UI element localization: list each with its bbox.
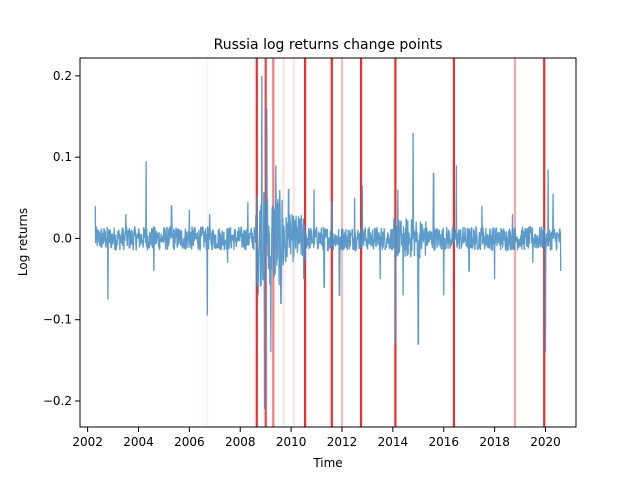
x-tick-label: 2018 [479,435,510,449]
x-tick-label: 2016 [428,435,459,449]
y-axis: −0.2 −0.1 0.0 0.1 0.2 [43,69,80,408]
series-line [94,75,562,410]
x-tick-label: 2002 [72,435,103,449]
x-tick-label: 2010 [276,435,307,449]
chart-title: Russia log returns change points [214,37,443,53]
x-tick-label: 2008 [225,435,256,449]
y-tick-label: 0.2 [53,69,72,83]
x-axis: 2002 2004 2006 2008 2010 2012 2014 2016 2018 2020 [72,427,561,449]
x-tick-label: 2014 [378,435,409,449]
y-tick-label: 0.0 [53,231,72,245]
y-tick-label: −0.1 [43,313,72,327]
y-tick-label: −0.2 [43,394,72,408]
x-tick-label: 2004 [123,435,154,449]
x-tick-label: 2012 [327,435,358,449]
y-axis-label: Log returns [16,208,30,276]
x-axis-label: Time [312,456,342,470]
plot-frame [79,57,577,428]
series-layer [94,75,562,410]
y-tick-label: 0.1 [53,150,72,164]
x-tick-label: 2006 [174,435,205,449]
x-tick-label: 2020 [530,435,561,449]
